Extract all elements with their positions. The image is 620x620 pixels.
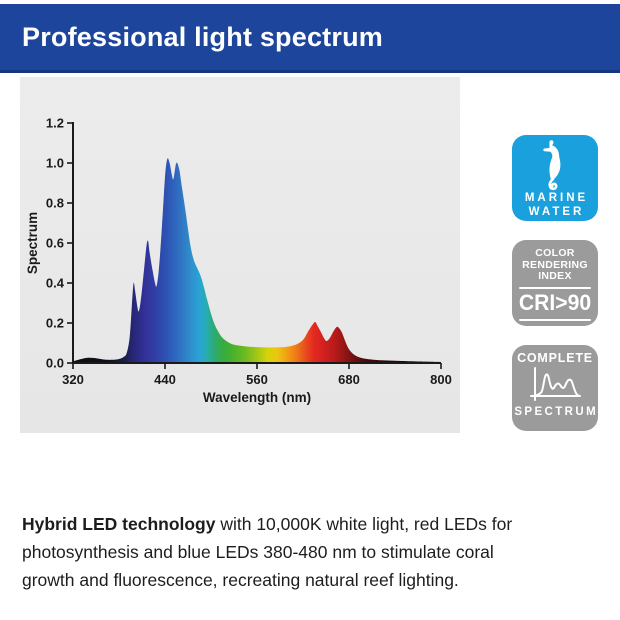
description-text: Hybrid LED technology with 10,000K white… (22, 510, 602, 594)
svg-text:Spectrum: Spectrum (25, 212, 40, 274)
svg-text:0.2: 0.2 (46, 316, 64, 331)
cri-label-2: RENDERING (522, 258, 588, 271)
svg-text:320: 320 (62, 372, 84, 387)
svg-text:680: 680 (338, 372, 360, 387)
seahorse-icon (512, 140, 598, 192)
badge-marine-label-2: WATER (528, 205, 585, 218)
description-line3: growth and fluorescence, recreating natu… (22, 570, 459, 590)
spectrum-panel: 0.0 0.2 0.4 0.6 0.8 1.0 1.2 320 440 560 680 800 Wave… (20, 77, 460, 433)
svg-text:0.4: 0.4 (46, 276, 65, 291)
header-bar: Professional light spectrum (0, 4, 620, 73)
page-title: Professional light spectrum (22, 21, 383, 52)
badge-marine-label-1: MARINE (524, 192, 589, 204)
badge-complete-spectrum: COMPLETE SPECTRUM (512, 345, 598, 431)
svg-text:800: 800 (430, 372, 452, 387)
svg-text:0.6: 0.6 (46, 236, 64, 251)
spectrum-chart: 0.0 0.2 0.4 0.6 0.8 1.0 1.2 320 440 560 680 800 Wave… (25, 116, 452, 406)
badge-marine-water: MARINE WATER (512, 135, 598, 221)
axis-lines (72, 122, 441, 364)
mini-spectrum-icon (530, 367, 581, 401)
svg-text:1.0: 1.0 (46, 156, 64, 171)
svg-text:Wavelength (nm): Wavelength (nm) (203, 390, 311, 405)
svg-text:560: 560 (246, 372, 268, 387)
svg-text:440: 440 (154, 372, 176, 387)
svg-text:0.8: 0.8 (46, 196, 64, 211)
complete-spectrum-label-top: COMPLETE (517, 351, 593, 365)
svg-text:0.0: 0.0 (46, 356, 64, 371)
description-line1: with 10,000K white light, red LEDs for (215, 514, 513, 534)
cri-value: CRI>90 (518, 289, 592, 315)
description-line2: photosynthesis and blue LEDs 380-480 nm … (22, 542, 494, 562)
cri-label-1: COLOR (535, 247, 575, 259)
complete-spectrum-label-bottom: SPECTRUM (514, 406, 598, 418)
svg-text:1.2: 1.2 (46, 116, 64, 131)
description-bold: Hybrid LED technology (22, 514, 216, 534)
spectrum-curve (73, 158, 441, 363)
cri-divider-top (519, 286, 591, 289)
cri-divider-bottom (519, 318, 591, 321)
cri-label-3: INDEX (538, 270, 572, 282)
badge-color-rendering-index: COLOR RENDERING INDEX CRI>90 (512, 240, 598, 326)
